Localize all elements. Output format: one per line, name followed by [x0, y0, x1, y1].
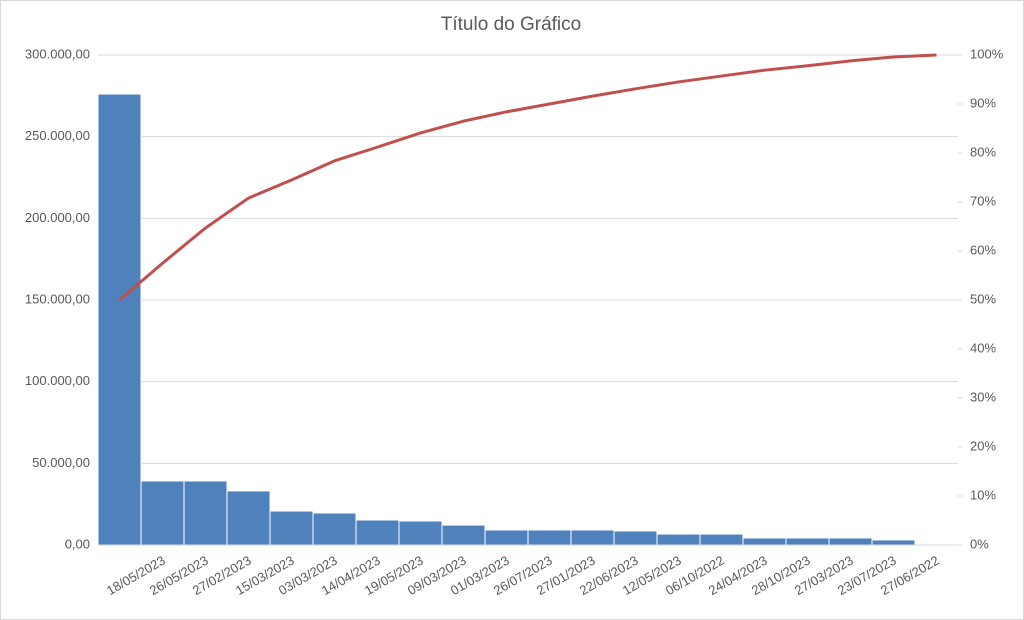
bar — [398, 520, 443, 546]
cumulative-line — [118, 53, 937, 302]
bar — [140, 480, 185, 546]
y-tick-label: 50.000,00 — [32, 455, 90, 470]
y2-tick-label: 20% — [970, 438, 996, 453]
y-tick-label: 100.000,00 — [25, 373, 90, 388]
y2-tick-label: 80% — [970, 144, 996, 159]
y-tick-label: 200.000,00 — [25, 210, 90, 225]
bar — [570, 529, 615, 546]
y-tick-label: 300.000,00 — [25, 46, 90, 61]
bar — [269, 510, 314, 546]
y2-tick-label: 70% — [970, 193, 996, 208]
y-tick-label: 150.000,00 — [25, 291, 90, 306]
bar — [785, 537, 830, 546]
chart-title: Título do Gráfico — [441, 14, 581, 35]
y2-tick-label: 100% — [970, 46, 1004, 61]
y-tick-label: 0,00 — [65, 536, 90, 551]
y2-tick-label: 40% — [970, 340, 996, 355]
bar — [312, 512, 357, 546]
bar — [226, 490, 271, 546]
bar — [183, 480, 228, 546]
bar — [656, 533, 701, 546]
y2-tick-label: 60% — [970, 242, 996, 257]
bar — [742, 537, 787, 546]
bar — [484, 529, 529, 546]
bar — [441, 524, 486, 546]
bar — [355, 519, 400, 546]
bar — [828, 537, 873, 546]
y2-tick-label: 50% — [970, 291, 996, 306]
bar — [871, 539, 916, 546]
bar — [97, 93, 142, 546]
y2-tick-label: 10% — [970, 487, 996, 502]
y2-tick-label: 90% — [970, 95, 996, 110]
bar — [613, 530, 658, 546]
y2-tick-label: 0% — [970, 536, 989, 551]
bar — [527, 529, 572, 546]
y2-tick-label: 30% — [970, 389, 996, 404]
y-tick-label: 250.000,00 — [25, 128, 90, 143]
bar — [699, 533, 744, 546]
